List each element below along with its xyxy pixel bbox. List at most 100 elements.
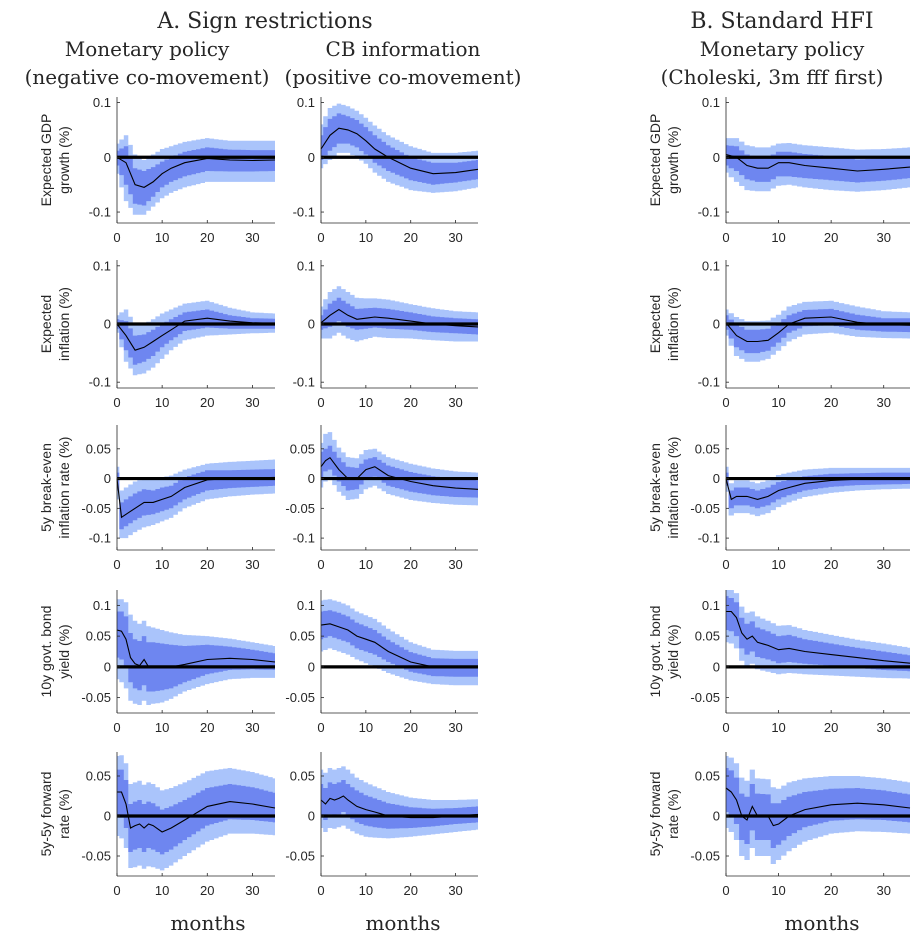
y-tick-label: 0 [308,659,315,674]
panel-a-title: A. Sign restrictions [156,9,372,34]
x-tick-label: 10 [771,557,785,572]
y-axis-label-line: 5y break-even [38,443,54,532]
y-axis-label-line: Expected GDP [647,114,663,207]
x-tick-label: 20 [200,720,214,735]
x-tick-label: 30 [245,883,259,898]
median-response-line [116,476,276,519]
x-tick-label: 30 [245,557,259,572]
x-tick-label: 30 [876,395,890,410]
x-tick-label: 0 [317,395,324,410]
inner-credible-band [117,469,275,530]
y-tick-label: -0.1 [293,205,315,220]
y-axis-label-line: 5y-5y forward [38,772,54,857]
median-response-line [725,316,911,343]
median-response-line [116,629,276,668]
x-tick-label: 20 [824,230,838,245]
inner-credible-band [726,768,910,848]
y-tick-label: 0.05 [695,769,720,784]
y-tick-label: 0 [713,150,720,165]
y-tick-label: -0.05 [285,501,315,516]
panel-a-col1-header-line1: Monetary policy [65,37,230,61]
x-tick-label: 0 [113,557,120,572]
x-tick-label: 10 [359,883,373,898]
y-tick-label: 0 [713,471,720,486]
x-tick-label: 30 [876,557,890,572]
y-tick-label: 0 [308,150,315,165]
y-tick-label: 0 [104,317,111,332]
y-tick-label: -0.1 [89,531,111,546]
panel-b-col-header-line2: (Choleski, 3m fff first) [661,65,884,89]
y-tick-label: -0.05 [81,690,111,705]
y-tick-label: 0 [713,659,720,674]
median-response-line [725,787,911,827]
y-tick-label: 0.1 [702,95,720,110]
x-tick-label: 20 [403,557,417,572]
median-response-line [726,610,911,664]
xlabel-col3: months [784,911,859,935]
x-tick-label: 20 [200,557,214,572]
x-tick-label: 30 [876,720,890,735]
y-tick-label: 0.1 [93,258,111,273]
y-tick-label: 0.05 [290,769,315,784]
y-tick-label: 0.1 [93,95,111,110]
x-tick-label: 0 [722,883,729,898]
panel-a-col2-header-line2: (positive co-movement) [285,65,522,89]
y-tick-label: -0.05 [690,690,720,705]
x-tick-label: 0 [722,557,729,572]
y-axis-label-line: inflation rate (%) [56,437,72,539]
panel-b-title: B. Standard HFI [690,9,873,34]
x-tick-label: 10 [155,720,169,735]
y-axis-label-line: Expected GDP [38,114,54,207]
x-tick-label: 20 [200,230,214,245]
xlabel-col1: months [170,911,245,935]
panel-fwd55-sign_cb: 0.05 0 -0.05 0 10 20 30 [285,752,479,898]
y-tick-label: -0.05 [285,690,315,705]
y-tick-label: 0.05 [290,629,315,644]
x-tick-label: 0 [113,230,120,245]
inner-credible-band [117,611,275,692]
inner-credible-band [321,610,478,677]
panel-a-col2-header-line1: CB information [326,37,481,61]
x-tick-label: 0 [317,720,324,735]
y-axis-label-line: inflation (%) [665,287,681,361]
inner-credible-band [726,472,910,509]
y-tick-label: 0.05 [290,441,315,456]
y-axis-label-line: inflation (%) [56,287,72,361]
y-axis-label-line: growth (%) [56,126,72,194]
inner-credible-band [726,596,910,672]
x-tick-label: 30 [448,230,462,245]
x-tick-label: 10 [359,230,373,245]
panel-y10-sign_cb: 0.10.050-0.050 10 20 30 [285,590,478,735]
x-tick-label: 10 [155,557,169,572]
median-response-line [320,456,479,490]
x-tick-label: 30 [876,230,890,245]
x-tick-label: 20 [403,720,417,735]
y-tick-label: 0.1 [702,258,720,273]
x-tick-label: 30 [448,720,462,735]
y-axis-label-line: yield (%) [665,624,681,678]
y-tick-label: -0.1 [89,205,111,220]
median-response-line [320,795,479,819]
median-response-line [725,478,910,501]
x-tick-label: 0 [113,395,120,410]
panel-fwd55-sign_mp: 0.05 0 -0.05 0 10 20 30 5y-5y forward rate (%) [38,752,276,898]
y-tick-label: -0.1 [89,375,111,390]
x-tick-label: 10 [359,395,373,410]
panel-gdp-sign_cb: 0.10-0.10 10 20 30 [293,95,479,245]
y-tick-label: 0.1 [297,258,315,273]
x-tick-label: 0 [317,230,324,245]
x-tick-label: 20 [200,883,214,898]
median-response-line [320,308,479,328]
panel-a-col1-header-line2: (negative co-movement) [25,65,270,89]
x-tick-label: 30 [245,230,259,245]
y-tick-label: 0 [308,809,315,824]
x-tick-label: 30 [448,395,462,410]
y-tick-label: 0 [104,659,111,674]
inner-credible-band [321,445,478,498]
